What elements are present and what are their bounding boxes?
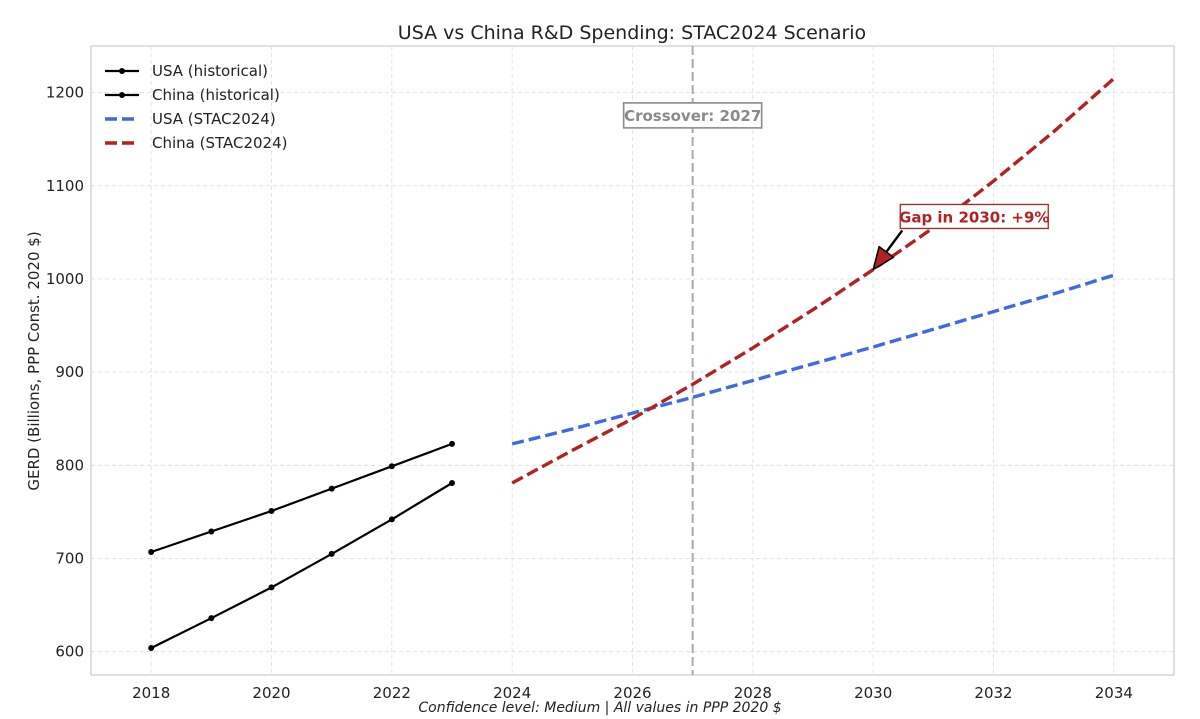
gap-label-box bbox=[899, 203, 1049, 230]
plot-area bbox=[90, 45, 1175, 676]
y-tick-label: 1200 bbox=[46, 84, 84, 102]
gap-label: Gap in 2030: +9% bbox=[899, 208, 1049, 226]
y-tick-label: 700 bbox=[55, 550, 84, 568]
x-tick-label: 2024 bbox=[493, 684, 531, 702]
gap-arrow-shaft bbox=[885, 229, 904, 253]
y-tick-label: 900 bbox=[55, 363, 84, 381]
x-tick-label: 2020 bbox=[252, 684, 290, 702]
series bbox=[148, 77, 1115, 651]
y-tick-label: 800 bbox=[55, 456, 84, 474]
x-tick-label: 2030 bbox=[854, 684, 892, 702]
annotations-over: Crossover: 2027 Gap in 2030: +9% bbox=[622, 102, 1049, 271]
chart-title: USA vs China R&D Spending: STAC2024 Scen… bbox=[398, 22, 866, 44]
data-point bbox=[208, 615, 215, 622]
data-point bbox=[328, 550, 335, 557]
legend-marker-china-historical bbox=[119, 92, 125, 98]
data-point bbox=[268, 584, 275, 591]
data-point bbox=[388, 516, 395, 523]
data-point bbox=[148, 548, 155, 555]
gap-arrow-head bbox=[872, 245, 895, 271]
legend-label-usa-historical: USA (historical) bbox=[152, 62, 268, 80]
series-line-2 bbox=[511, 273, 1115, 446]
legend-marker-usa-historical bbox=[119, 68, 125, 74]
legend-label-china-stac2024: China (STAC2024) bbox=[152, 134, 287, 152]
y-tick-label: 1000 bbox=[46, 270, 84, 288]
x-tick-label: 2022 bbox=[373, 684, 411, 702]
legend-label-china-historical: China (historical) bbox=[152, 86, 280, 104]
series-line-0 bbox=[150, 442, 453, 554]
x-tick-label: 2026 bbox=[613, 684, 651, 702]
data-point bbox=[148, 644, 155, 651]
x-tick-label: 2028 bbox=[734, 684, 772, 702]
x-tick-label: 2018 bbox=[132, 684, 170, 702]
data-point bbox=[208, 528, 215, 535]
x-tick-label: 2032 bbox=[974, 684, 1012, 702]
legend: USA (historical) China (historical) USA … bbox=[105, 62, 287, 152]
grid bbox=[91, 46, 1174, 675]
ticks: 2018 2020 2022 2024 2026 2028 2030 2032 2034 600 7… bbox=[46, 84, 1133, 702]
data-point bbox=[328, 485, 335, 492]
y-axis-label: GERD (Billions, PPP Const. 2020 $) bbox=[25, 231, 43, 490]
crossover-label: Crossover: 2027 bbox=[624, 107, 761, 125]
crossover-label-box bbox=[622, 102, 763, 129]
data-point bbox=[449, 480, 455, 487]
series-line-3 bbox=[511, 77, 1115, 485]
y-tick-label: 1100 bbox=[46, 177, 84, 195]
y-tick-label: 600 bbox=[55, 643, 84, 661]
data-point bbox=[268, 507, 275, 514]
footnote: Confidence level: Medium | All values in… bbox=[418, 700, 781, 716]
legend-label-usa-stac2024: USA (STAC2024) bbox=[152, 110, 276, 128]
series-line-1 bbox=[150, 482, 453, 649]
data-point bbox=[388, 463, 395, 470]
data-point bbox=[449, 440, 455, 447]
x-tick-label: 2034 bbox=[1095, 684, 1133, 702]
